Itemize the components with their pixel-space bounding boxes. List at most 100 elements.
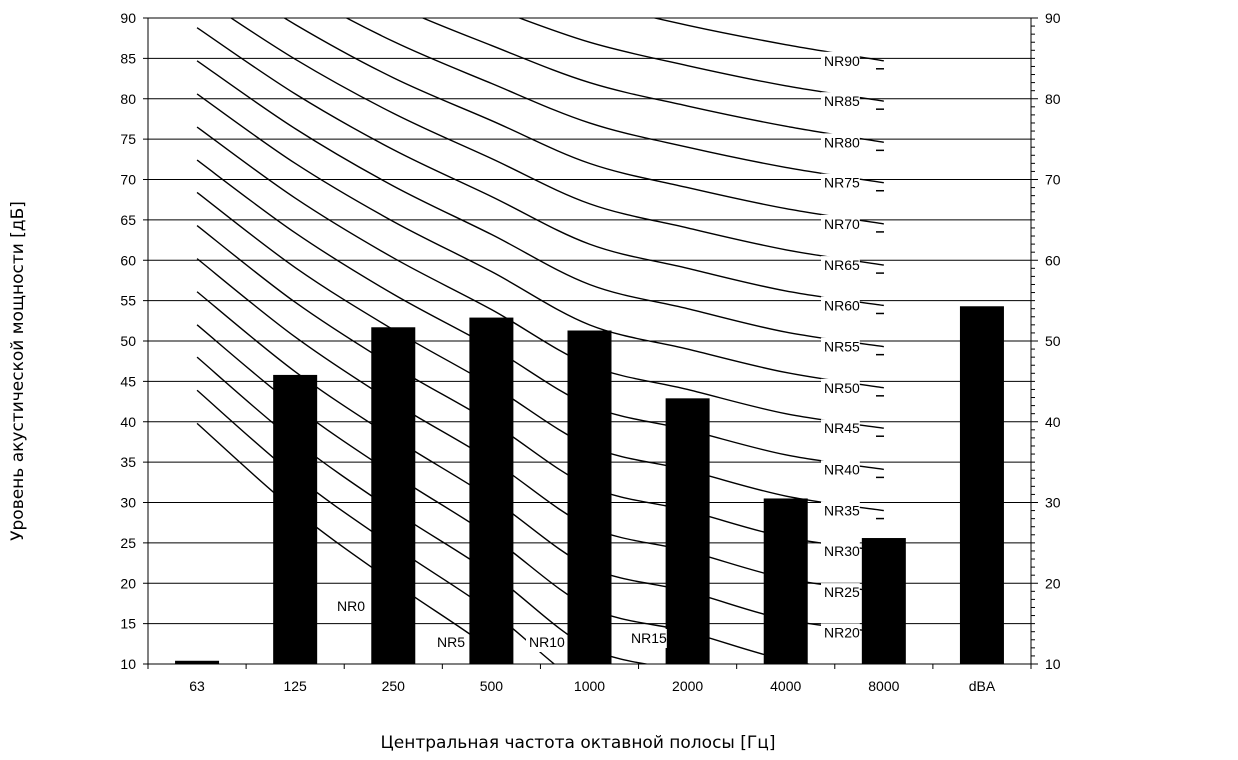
nr-curve-nr90 bbox=[651, 18, 884, 62]
bar-250 bbox=[371, 327, 416, 664]
nr-label-bg bbox=[434, 633, 465, 652]
nr-label-text: NR50 bbox=[824, 380, 860, 396]
nr-label-bg bbox=[821, 92, 860, 112]
left-tick-label: 70 bbox=[120, 172, 136, 188]
x-tick-label: 8000 bbox=[868, 678, 899, 694]
nr-label-nr90: NR90 bbox=[821, 51, 860, 71]
nr-label-bg bbox=[821, 173, 860, 193]
nr-curve-nr35 bbox=[196, 191, 884, 512]
right-tick-label: 70 bbox=[1045, 172, 1061, 188]
left-tick-label: 40 bbox=[120, 414, 136, 430]
nr-label-bg bbox=[821, 419, 860, 439]
nr-label-bg bbox=[526, 633, 565, 652]
nr-label-bg bbox=[821, 378, 860, 398]
nr-label-nr60: NR60 bbox=[821, 296, 860, 316]
nr-label-text: NR65 bbox=[824, 257, 860, 273]
nr-curve-nr65 bbox=[229, 18, 884, 266]
bar-500 bbox=[469, 317, 514, 664]
nr-label-nr80: NR80 bbox=[821, 133, 860, 153]
right-tick-label: 60 bbox=[1045, 252, 1061, 268]
nr-label-nr70: NR70 bbox=[821, 214, 860, 234]
nr-curve-nr85 bbox=[517, 18, 884, 102]
x-tick-label: 500 bbox=[480, 678, 504, 694]
nr-label-text: NR15 bbox=[631, 630, 667, 646]
left-tick-label: 60 bbox=[120, 252, 136, 268]
nr-label-bg bbox=[821, 337, 860, 357]
nr-curve-labels: NR90 NR85 NR80 NR75 NR70 NR65 NR60 NR55 NR50 NR45… bbox=[334, 51, 884, 652]
nr-label-nr85: NR85 bbox=[821, 92, 860, 112]
nr-label-text: NR70 bbox=[824, 216, 860, 232]
x-tick-label: 4000 bbox=[770, 678, 801, 694]
x-tick-label: 1000 bbox=[574, 678, 605, 694]
left-tick-label: 65 bbox=[120, 212, 136, 228]
right-tick-label: 40 bbox=[1045, 414, 1061, 430]
bar-1000 bbox=[567, 330, 612, 664]
nr-label-nr35: NR35 bbox=[821, 501, 860, 521]
nr-label-nr25: NR25 bbox=[821, 583, 860, 603]
nr-curve-nr70 bbox=[283, 18, 884, 225]
right-tick-label: 30 bbox=[1045, 495, 1061, 511]
nr-label-bg bbox=[821, 623, 860, 643]
left-tick-label: 30 bbox=[120, 495, 136, 511]
nr-label-nr65: NR65 bbox=[821, 256, 860, 276]
nr-label-nr40: NR40 bbox=[821, 460, 860, 480]
nr-label-bg bbox=[821, 501, 860, 521]
left-tick-label: 85 bbox=[120, 50, 136, 66]
nr-label-nr45: NR45 bbox=[821, 419, 860, 439]
nr-label-bg bbox=[821, 214, 860, 234]
nr-curve-nr55 bbox=[196, 60, 884, 348]
nr-label-text: NR40 bbox=[824, 461, 860, 477]
left-tick-label: 25 bbox=[120, 535, 136, 551]
bar-4000 bbox=[763, 498, 808, 664]
nr-curve-nr40 bbox=[196, 159, 884, 471]
bar-dba bbox=[959, 306, 1004, 664]
x-tick-label: 2000 bbox=[672, 678, 703, 694]
nr-label-bg bbox=[334, 597, 365, 616]
y-axis-title: Уровень акустической мощности [дБ] bbox=[8, 201, 28, 541]
x-axis-title: Центральная частота октавной полосы [Гц] bbox=[381, 733, 776, 753]
left-tick-label: 50 bbox=[120, 333, 136, 349]
axis-ticks: 10 15 20 25 30 35 40 45 50 55 60 65 70 75 80 85 90 10 20 30… bbox=[120, 10, 1060, 694]
nr-label-nr75: NR75 bbox=[821, 173, 860, 193]
nr-label-text: NR85 bbox=[824, 93, 860, 109]
nr-label-text: NR5 bbox=[437, 634, 465, 650]
left-tick-label: 15 bbox=[120, 616, 136, 632]
nr-label-bg bbox=[821, 583, 860, 603]
x-tick-label: dBA bbox=[969, 678, 996, 694]
left-tick-label: 55 bbox=[120, 293, 136, 309]
nr-label-text: NR20 bbox=[824, 625, 860, 641]
nr-curve-nr60 bbox=[196, 27, 884, 307]
nr-label-nr5: NR5 bbox=[434, 633, 465, 652]
right-tick-label: 80 bbox=[1045, 91, 1061, 107]
right-tick-label: 50 bbox=[1045, 333, 1061, 349]
nr-label-bg bbox=[628, 629, 667, 648]
x-tick-label: 250 bbox=[382, 678, 406, 694]
nr-label-text: NR30 bbox=[824, 543, 860, 559]
left-tick-label: 20 bbox=[120, 575, 136, 591]
nr-label-text: NR45 bbox=[824, 420, 860, 436]
nr-label-text: NR35 bbox=[824, 503, 860, 519]
right-tick-label: 20 bbox=[1045, 575, 1061, 591]
bar-2000 bbox=[665, 398, 710, 664]
left-tick-label: 90 bbox=[120, 10, 136, 26]
nr-label-bg bbox=[821, 460, 860, 480]
nr-label-text: NR90 bbox=[824, 53, 860, 69]
left-tick-label: 75 bbox=[120, 131, 136, 147]
left-tick-label: 80 bbox=[120, 91, 136, 107]
x-tick-label: 125 bbox=[283, 678, 307, 694]
nr-label-text: NR0 bbox=[337, 598, 365, 614]
right-tick-label: 90 bbox=[1045, 10, 1061, 26]
right-tick-label: 10 bbox=[1045, 656, 1061, 672]
nr-curve-nr75 bbox=[345, 18, 884, 184]
bar-63 bbox=[175, 660, 220, 664]
left-tick-label: 10 bbox=[120, 656, 136, 672]
bar-8000 bbox=[861, 538, 906, 664]
nr-label-nr30: NR30 bbox=[821, 541, 860, 561]
nr-label-bg bbox=[821, 256, 860, 276]
nr-label-nr50: NR50 bbox=[821, 378, 860, 398]
nr-label-nr15: NR15 bbox=[628, 629, 667, 648]
bars bbox=[175, 306, 1004, 664]
nr-curve-nr45 bbox=[196, 126, 884, 429]
